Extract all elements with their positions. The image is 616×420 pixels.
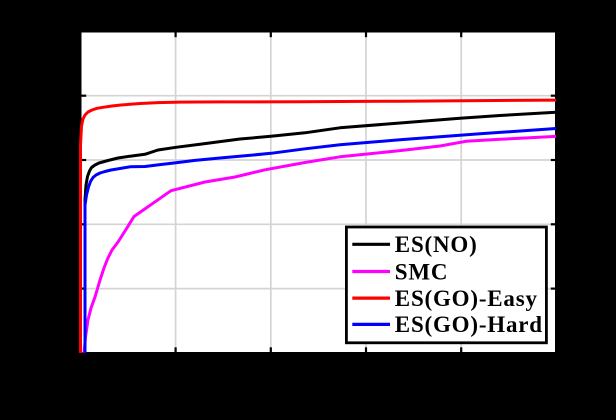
- svg-text:ES(GO)-Easy: ES(GO)-Easy: [395, 286, 538, 311]
- svg-text:SMC: SMC: [395, 259, 449, 284]
- svg-text:ES(GO)-Hard: ES(GO)-Hard: [395, 312, 543, 337]
- svg-text:ES(NO): ES(NO): [395, 232, 478, 257]
